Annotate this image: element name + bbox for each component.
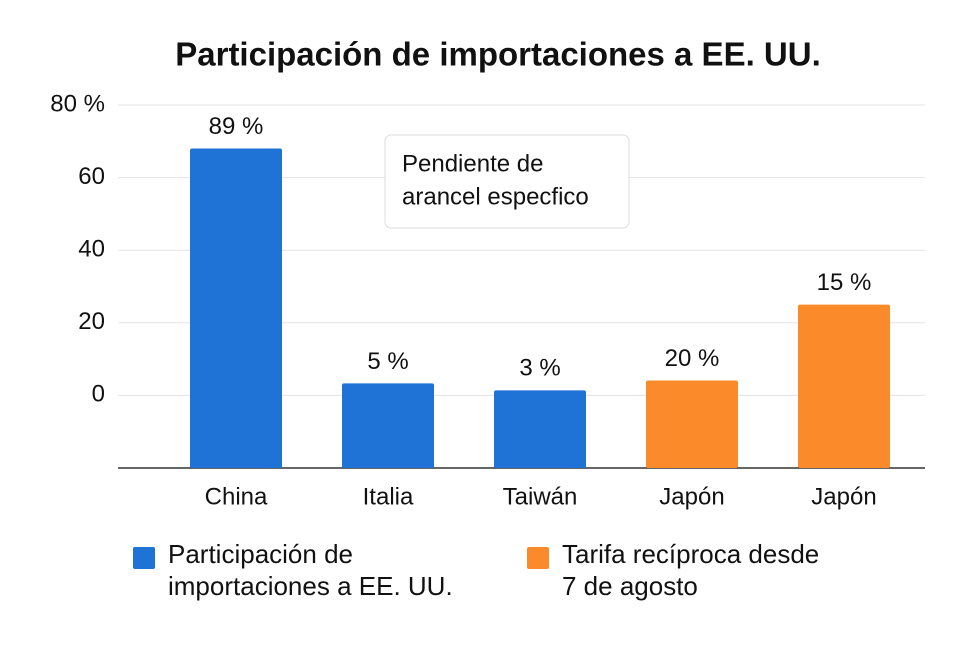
bar-annotation: 20 % [665, 345, 720, 372]
y-tick-label: 0 [92, 381, 105, 408]
x-tick-label: China [205, 483, 268, 510]
legend-swatch [133, 547, 155, 569]
y-tick-label: 60 [78, 163, 105, 190]
bar [342, 383, 434, 468]
bar-annotation: 15 % [817, 269, 872, 296]
legend-label: Tarifa recíproca desde 7 de agosto [562, 539, 820, 601]
note-line: Pendiente de [402, 150, 543, 177]
note-line: arancel especfico [402, 183, 589, 210]
note-box [384, 134, 630, 229]
x-tick-label: Italia [363, 483, 414, 510]
x-tick-label: Taiwán [503, 483, 578, 510]
bar [494, 390, 586, 468]
bar-annotation: 5 % [367, 348, 408, 375]
x-tick-label: Japón [811, 483, 876, 510]
y-tick-label: 80 % [50, 90, 105, 117]
bar [798, 304, 890, 468]
chart-title: Participación de importaciones a EE. UU. [175, 36, 821, 73]
bar [190, 148, 282, 468]
legend-label: Participación de importaciones a EE. UU. [168, 539, 453, 601]
y-tick-label: 20 [78, 308, 105, 335]
bar [646, 380, 738, 468]
x-tick-label: Japón [659, 483, 724, 510]
y-tick-label: 40 [78, 236, 105, 263]
legend-swatch [527, 547, 549, 569]
bar-annotation: 89 % [209, 113, 264, 140]
bar-annotation: 3 % [519, 355, 560, 382]
